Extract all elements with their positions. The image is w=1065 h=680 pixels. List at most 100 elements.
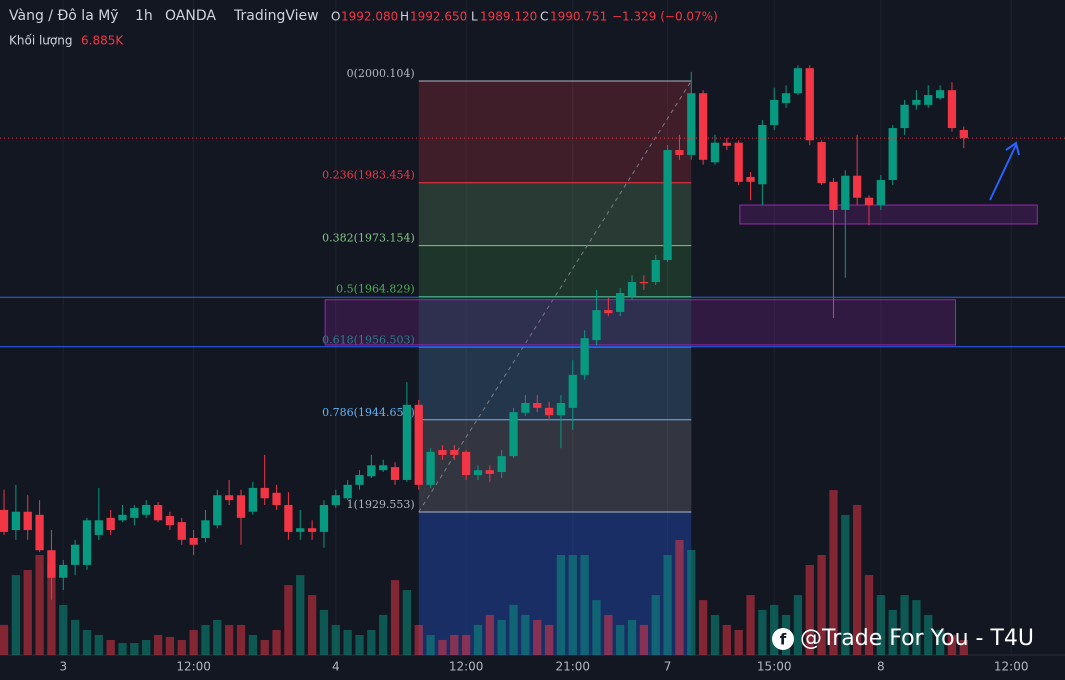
volume-bar xyxy=(177,639,186,655)
volume-bar xyxy=(343,629,352,655)
volume-bar xyxy=(497,619,506,655)
x-tick-label: 7 xyxy=(664,660,672,674)
volume-bar xyxy=(390,580,400,655)
volume-bar xyxy=(106,639,115,655)
volume-bar xyxy=(47,565,56,655)
volume-bar xyxy=(307,595,317,655)
candle-body xyxy=(70,544,80,565)
candle-body xyxy=(793,68,803,94)
candle-body xyxy=(746,176,755,182)
candle-body xyxy=(248,487,258,512)
candle-body xyxy=(805,68,814,141)
h-label: H xyxy=(400,10,409,24)
volume-bar xyxy=(912,600,921,655)
x-tick-label: 3 xyxy=(59,660,67,674)
volume-bar xyxy=(544,624,554,655)
volume-bar xyxy=(817,555,826,655)
volume-bar xyxy=(461,634,471,655)
candle-body xyxy=(627,282,637,297)
candle-body xyxy=(580,338,589,375)
candle-body xyxy=(675,150,684,155)
volume-bar xyxy=(402,590,412,655)
candle-body xyxy=(900,104,909,129)
watermark: @Trade For You - T4U xyxy=(800,626,1034,651)
volume-bar xyxy=(580,555,589,655)
volume-bar xyxy=(450,634,459,655)
volume-bar xyxy=(473,624,483,655)
volume-bar xyxy=(888,609,897,655)
volume-bar xyxy=(94,634,103,655)
volume-value: 6.885K xyxy=(81,34,124,48)
volume-bar xyxy=(663,555,672,655)
interval[interactable]: 1h xyxy=(135,8,153,24)
candle-body xyxy=(912,99,921,105)
candle-body xyxy=(177,522,186,540)
symbol[interactable]: Vàng / Đô la Mỹ xyxy=(9,8,119,24)
volume-bar xyxy=(201,624,210,655)
candle-body xyxy=(853,175,862,198)
candle-body xyxy=(770,99,779,126)
candle-body xyxy=(888,128,897,180)
volume-bar xyxy=(639,624,649,655)
volume-bar xyxy=(331,624,340,655)
candle-body xyxy=(663,150,672,261)
volume-bar xyxy=(734,629,743,655)
h-value: 1992.650 xyxy=(410,10,467,24)
volume-bar xyxy=(23,570,32,655)
volume-bar xyxy=(687,549,696,655)
candle-body xyxy=(284,505,293,532)
candle-body xyxy=(533,402,542,408)
candle-body xyxy=(82,520,92,565)
candle-body xyxy=(118,514,127,521)
candle-body xyxy=(35,514,44,551)
volume-bar xyxy=(260,639,269,655)
candle-body xyxy=(201,520,210,539)
candle-body xyxy=(47,550,56,578)
fib-zone xyxy=(418,182,692,246)
volume-bar xyxy=(11,575,21,655)
volume-bar xyxy=(225,624,234,655)
volume-bar xyxy=(698,600,708,655)
candle-body xyxy=(272,492,281,506)
volume-bar xyxy=(604,614,613,655)
candle-body xyxy=(0,509,9,532)
volume-bar xyxy=(213,619,222,655)
candle-body xyxy=(106,517,115,531)
fib-label: 0.786(1944.651) xyxy=(322,406,415,419)
candle-body xyxy=(379,465,388,471)
candle-body xyxy=(639,282,649,284)
candle-body xyxy=(604,310,613,314)
platform: TradingView xyxy=(233,8,319,24)
supply-zone xyxy=(324,299,957,346)
candle-body xyxy=(734,142,743,182)
candle-body xyxy=(497,456,506,473)
candle-body xyxy=(473,470,483,476)
candle-body xyxy=(296,528,305,532)
candle-body xyxy=(319,505,329,532)
fib-zone xyxy=(418,296,692,348)
volume-bar xyxy=(35,555,44,655)
fib-zone xyxy=(418,245,692,297)
candle-body xyxy=(414,404,423,485)
fib-label: 1(1929.553) xyxy=(347,498,415,511)
volume-bar xyxy=(959,640,968,655)
candle-body xyxy=(402,404,412,480)
fib-zone xyxy=(418,419,692,513)
volume-bar xyxy=(864,575,874,655)
candle-body xyxy=(651,260,660,283)
candle-body xyxy=(390,467,400,480)
volume-bar xyxy=(153,634,163,655)
candle-body xyxy=(959,130,968,139)
x-tick-label: 21:00 xyxy=(555,660,590,674)
o-label: O xyxy=(331,10,340,24)
candle-body xyxy=(864,197,874,206)
x-tick-label: 8 xyxy=(877,660,885,674)
candle-body xyxy=(485,470,494,474)
candle-body xyxy=(722,142,731,146)
volume-bar xyxy=(924,614,933,655)
volume-bar xyxy=(414,624,423,655)
candle-body xyxy=(544,407,554,416)
volume-bar xyxy=(758,609,767,655)
x-tick-label: 12:00 xyxy=(176,660,211,674)
